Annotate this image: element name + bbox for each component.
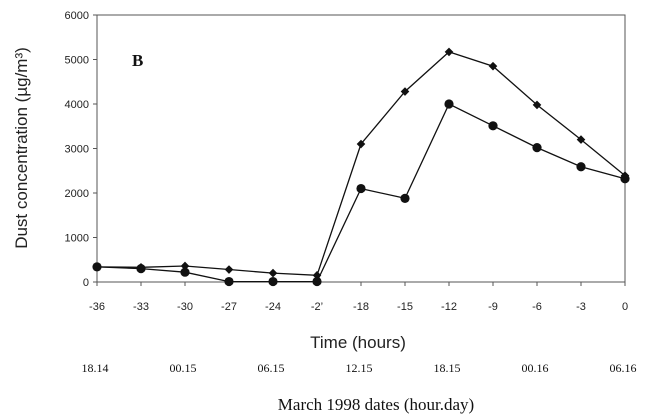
x-tick-label: -36 [89, 301, 105, 313]
series-1-point [488, 61, 498, 71]
series-2-point [180, 267, 190, 277]
x-tick-label: -18 [353, 301, 369, 313]
date-axis-labels: 18.14 00.15 06.15 12.15 18.15 00.16 06.16 [82, 361, 637, 375]
series-1-point [224, 265, 234, 274]
series-2-point [488, 121, 498, 131]
panel-label: B [132, 51, 143, 70]
date-label: 06.16 [610, 361, 637, 375]
series-2-point [532, 143, 542, 153]
series-layer [92, 47, 630, 287]
plot-border [96, 14, 626, 283]
series-1-point [576, 135, 586, 144]
series-1-point [400, 87, 410, 96]
date-axis-title: March 1998 dates (hour.day) [278, 395, 474, 414]
x-tick-label: -2’ [311, 301, 323, 313]
date-label: 18.14 [82, 361, 109, 375]
x-tick-label: 0 [622, 301, 628, 313]
y-tick-label: 2000 [65, 188, 89, 200]
date-label: 12.15 [346, 361, 373, 375]
date-label: 06.15 [258, 361, 285, 375]
series-2-point [136, 264, 146, 274]
x-tick-label: -15 [397, 301, 413, 313]
y-axis-ticks: 0 1000 2000 3000 4000 5000 6000 [65, 10, 97, 289]
date-label: 00.15 [170, 361, 197, 375]
series-1-point [532, 100, 542, 110]
series-2-point [400, 193, 410, 203]
date-label: 00.16 [522, 361, 549, 375]
x-tick-label: -27 [221, 301, 237, 313]
y-axis-title: Dust concentration (µg/m³) [12, 47, 31, 249]
series-2-point [444, 99, 454, 109]
series-1-point [444, 47, 454, 57]
y-tick-label: 1000 [65, 233, 89, 245]
x-tick-label: -3 [576, 301, 586, 313]
series-1-line [96, 51, 626, 276]
x-tick-label: -30 [177, 301, 193, 313]
y-tick-label: 4000 [65, 99, 89, 111]
series-2-point [576, 162, 586, 172]
x-tick-label: -12 [441, 301, 457, 313]
series-2-point [620, 174, 630, 184]
series-2-point [92, 262, 102, 272]
series-2-point [312, 276, 322, 287]
plot-frame [96, 14, 626, 283]
series-1-point [180, 261, 190, 271]
y-tick-label: 3000 [65, 144, 89, 156]
series-1-point [268, 268, 278, 278]
y-tick-label: 6000 [65, 10, 89, 22]
x-axis-title: Time (hours) [310, 333, 406, 352]
x-tick-label: -24 [265, 301, 281, 313]
y-tick-label: 0 [83, 277, 89, 289]
series-2-point [356, 183, 366, 194]
series-2-point [224, 276, 234, 287]
x-tick-label: -33 [133, 301, 149, 313]
x-axis-ticks: -36 -33 -30 -27 -24 -2’ -18 -15 -12 -9 -6 -3 0 [89, 282, 628, 313]
series-1-point [356, 139, 366, 149]
series-2-point [268, 276, 278, 287]
y-tick-label: 5000 [65, 55, 89, 67]
date-label: 18.15 [434, 361, 461, 375]
x-tick-label: -9 [488, 301, 498, 313]
x-tick-label: -6 [532, 301, 542, 313]
